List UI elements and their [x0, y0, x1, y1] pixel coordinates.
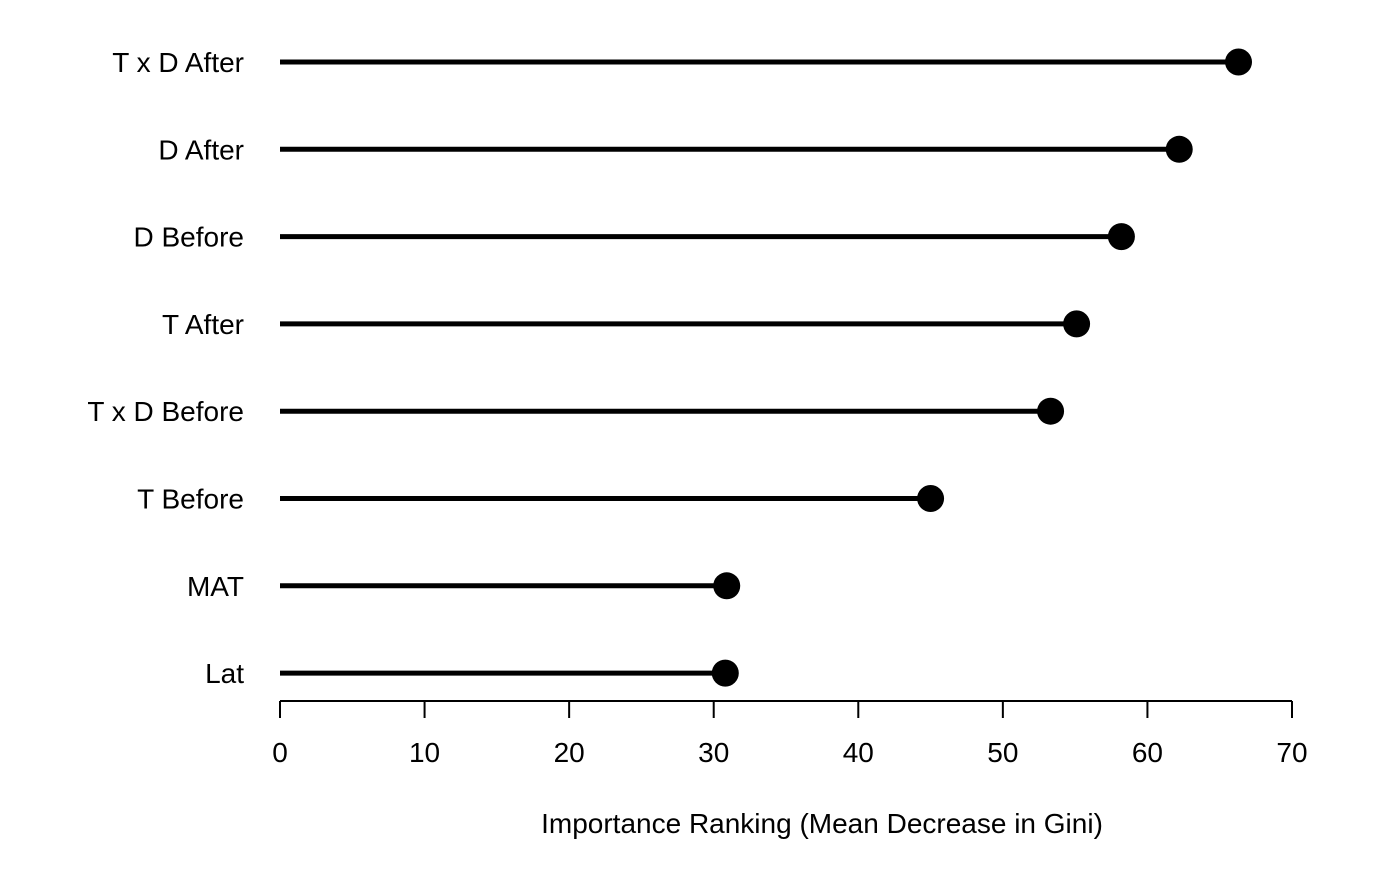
data-point-3	[1063, 310, 1091, 338]
x-tick-label-5: 50	[987, 737, 1018, 768]
data-point-1	[1165, 135, 1193, 163]
category-label-2: D Before	[134, 222, 245, 253]
data-point-7	[711, 659, 739, 687]
x-tick-label-1: 10	[409, 737, 440, 768]
x-axis-title: Importance Ranking (Mean Decrease in Gin…	[541, 808, 1103, 839]
category-labels-layer: T x D After D After D Before T After T x D B…	[87, 47, 244, 689]
x-tick-label-0: 0	[272, 737, 288, 768]
data-point-2	[1107, 223, 1135, 251]
category-label-4: T x D Before	[87, 396, 244, 427]
category-label-1: D After	[158, 134, 244, 165]
data-point-5	[917, 485, 945, 512]
x-tick-label-2: 20	[554, 737, 585, 768]
x-tick-label-6: 60	[1132, 737, 1163, 768]
x-tick-label-3: 30	[698, 737, 729, 768]
stems-layer	[280, 59, 1239, 676]
category-label-5: T Before	[137, 484, 244, 515]
x-tick-label-7: 70	[1276, 737, 1307, 768]
data-point-4	[1037, 397, 1065, 425]
data-point-0	[1225, 48, 1253, 76]
dots-layer	[711, 48, 1253, 687]
data-point-6	[713, 572, 741, 600]
x-axis: 0 10 20 30 40 50 60 70	[272, 700, 1308, 768]
category-label-3: T After	[162, 309, 244, 340]
category-label-0: T x D After	[112, 47, 244, 78]
category-label-6: MAT	[187, 571, 244, 602]
category-label-7: Lat	[205, 658, 244, 689]
x-tick-label-4: 40	[843, 737, 874, 768]
x-ticks-layer: 0 10 20 30 40 50 60 70	[272, 701, 1308, 768]
